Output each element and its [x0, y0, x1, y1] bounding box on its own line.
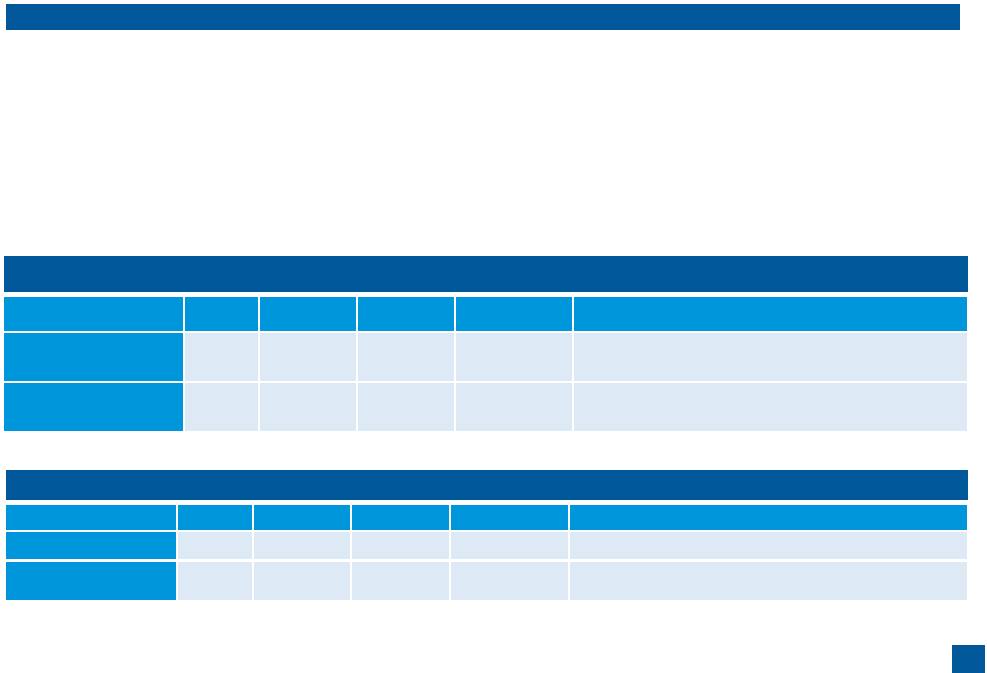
header-cell [352, 505, 449, 530]
header-cell [574, 297, 967, 331]
table-cell [456, 333, 572, 381]
header-cell [254, 505, 350, 530]
table-cell [574, 333, 967, 381]
header-cell [570, 505, 967, 530]
table-cell [570, 532, 967, 559]
row-header-cell [6, 562, 176, 600]
tables [4, 297, 967, 600]
table-cell [178, 562, 252, 600]
table-cell [456, 383, 572, 431]
row-header-cell [6, 532, 176, 559]
table-title-bar [6, 470, 968, 500]
header-cell [6, 505, 176, 530]
table-cell [451, 532, 568, 559]
table-cell [352, 532, 449, 559]
table-cell [260, 333, 356, 381]
header-cell [4, 297, 183, 331]
header-cell [178, 505, 252, 530]
table-cell [451, 562, 568, 600]
row-header-cell [4, 383, 183, 431]
table-cell [358, 333, 454, 381]
table-cell [260, 383, 356, 431]
top-bar [6, 4, 960, 30]
table-cell [178, 532, 252, 559]
header-cell [456, 297, 572, 331]
header-cell [451, 505, 568, 530]
row-header-cell [4, 333, 183, 381]
table-cell [574, 383, 967, 431]
header-cell [260, 297, 356, 331]
table-cell [352, 562, 449, 600]
table-cell [185, 383, 258, 431]
table-cell [570, 562, 967, 600]
page-number-box [952, 645, 985, 673]
header-cell [358, 297, 454, 331]
table-cell [254, 562, 350, 600]
table-cell [358, 383, 454, 431]
table-title-bar [4, 256, 968, 292]
header-cell [185, 297, 258, 331]
table-cell [185, 333, 258, 381]
table-cell [254, 532, 350, 559]
